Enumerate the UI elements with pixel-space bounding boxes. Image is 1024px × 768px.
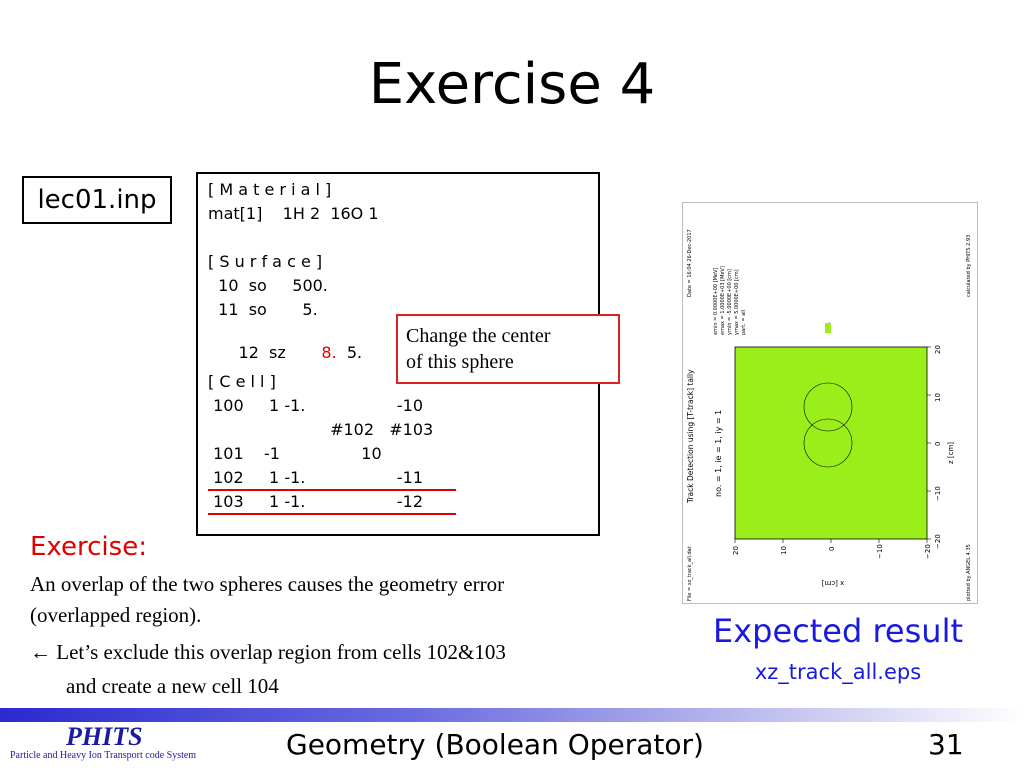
plot-date: Date = 16:04 26-Dec-2017 [687,229,693,297]
callout-line-1: Change the center [406,325,551,347]
x-axis-ticks [734,539,928,543]
code-line-cell-101: 101 -1 10 [208,444,382,463]
z-axis-ticks [927,346,931,540]
expected-result-plot: Date = 16:04 26-Dec-2017 calculated by P… [682,202,978,604]
code-line-cell-100: 100 1 -1. -10 [208,396,424,415]
phits-logo-subtitle: Particle and Heavy Ion Transport code Sy… [10,750,197,761]
surface-12-radius: 5. [336,343,363,362]
callout-line-2: of this sphere [406,351,514,373]
plot-info-part: part. = all [741,310,747,335]
input-file-code-box: [ M a t e r i a l ] mat[1] 1H 2 16O 1 [ … [196,172,600,536]
x-tick-minus-20: −20 [924,544,932,559]
z-tick-minus-20: −20 [934,534,942,549]
page-number: 31 [928,728,964,761]
exercise-line-1: An overlap of the two spheres causes the… [30,572,505,596]
surface-12-prefix: 12 sz [228,343,322,362]
plot-subtitle: no. = 1, ie = 1, iy = 1 [714,410,723,497]
exercise-line-2: (overlapped region). [30,603,202,627]
filename-label: lec01.inp [22,176,172,224]
plot-calculated-by: calculated by PHITS 2.93 [966,235,972,297]
code-line-surface-11: 11 so 5. [208,300,318,319]
z-axis-label: z [cm] [947,442,955,464]
z-tick-0: 0 [934,442,942,446]
code-line-mat: mat[1] 1H 2 16O 1 [208,204,379,223]
code-line-cell-header: [ C e l l ] [208,372,276,391]
code-line-surface-12: 12 sz 8. 5. [208,324,363,381]
code-line-cell-102: 102 1 -1. -11 [208,468,424,487]
x-tick-10: 10 [780,546,788,555]
z-tick-10: 10 [934,393,942,402]
sphere-center-callout: Change the center of this sphere [396,314,620,384]
x-axis-label: x [cm] [821,579,844,587]
expected-result-filename: xz_track_all.eps [754,660,922,684]
z-tick-20: 20 [934,345,942,354]
plot-file: File = xz_track_all.dat [687,546,693,601]
footer-gradient-bar [0,708,1024,722]
code-line-cell-100-cont: #102 #103 [208,420,434,439]
cell-102-underline [208,489,456,491]
phits-logo: PHITS [66,722,143,751]
code-line-material-header: [ M a t e r i a l ] [208,180,332,199]
code-line-surface-header: [ S u r f a c e ] [208,252,323,271]
plot-info-ymax: ymax = 5.0000E+00 [cm] [734,269,740,335]
plot-info-emax: emax = 1.0000E+03 [MeV] [720,266,726,335]
slide-title: Exercise 4 [368,52,656,117]
z-tick-minus-10: −10 [934,486,942,501]
exercise-line-3: ← Let’s exclude this overlap region from… [30,640,506,664]
code-line-surface-10: 10 so 500. [208,276,328,295]
exercise-line-4: and create a new cell 104 [66,674,279,698]
track-plot-svg: Date = 16:04 26-Dec-2017 calculated by P… [686,229,972,601]
plot-info-emin: emin = 0.0000E+00 [MeV] [713,268,719,335]
sphere-upper [803,382,853,432]
code-line-cell-103: 103 1 -1. -12 [208,492,424,511]
plot-plotted-by: plotted by ANGEL 4.35 [966,544,972,601]
cell-103-underline [208,513,456,515]
expected-result-caption: Expected result [713,612,963,650]
plot-info-ymin: ymin = -5.0000E+00 [cm] [727,269,733,335]
x-tick-minus-10: −10 [876,544,884,559]
sphere-lower [803,418,853,468]
x-tick-0: 0 [828,547,836,551]
footer-title: Geometry (Boolean Operator) [286,728,704,761]
plot-legend-swatch [825,323,831,333]
plot-area [734,346,928,540]
surface-12-center-value: 8. [321,343,337,362]
plot-title: Track Detection using [T-track] tally [686,369,695,504]
x-tick-20: 20 [732,546,740,555]
exercise-heading: Exercise: [30,532,147,562]
